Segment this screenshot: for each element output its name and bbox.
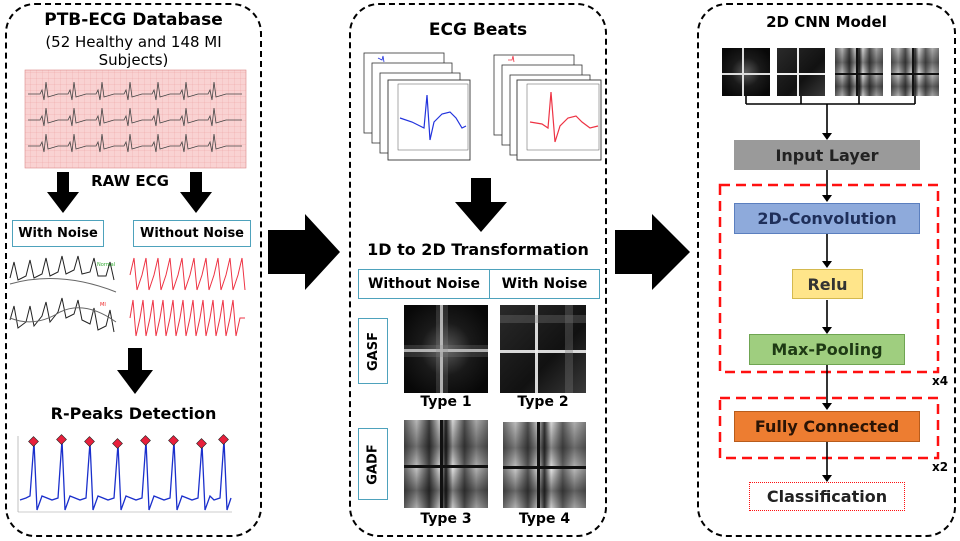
fc-block: Fully Connected: [734, 411, 920, 442]
row-gasf-label: GASF: [358, 318, 388, 384]
gadf-image-type3: [404, 420, 488, 508]
input-layer-block: Input Layer: [734, 140, 920, 170]
fc-block-group: [718, 396, 940, 460]
conv-block: 2D-Convolution: [734, 203, 920, 234]
type1-label: Type 1: [420, 394, 472, 410]
row-gadf-label: GADF: [358, 428, 388, 500]
arrow-down-icon: [455, 178, 507, 232]
gasf-image-type2: [500, 305, 586, 393]
arrow-right-icon: [268, 214, 340, 290]
noisy-ecg-signals: [9, 255, 117, 333]
rpeaks-plot: [17, 434, 232, 513]
database-subtitle-line1: (52 Healthy and 148 MI: [45, 33, 222, 51]
conv-repeat-label: x4: [931, 374, 949, 388]
database-title: PTB-ECG Database: [44, 10, 223, 30]
beats-title: ECG Beats: [428, 20, 528, 40]
raw-ecg-strip: [24, 69, 247, 169]
cnn-input-images: [722, 48, 939, 96]
blue-beat-stack: [363, 52, 471, 161]
flow-arrowheads: [822, 195, 832, 482]
cnn-title: 2D CNN Model: [766, 13, 887, 31]
red-beat-stack: [493, 54, 602, 161]
gasf-image-type1: [404, 305, 488, 393]
arrow-down-icon: [117, 348, 153, 394]
type4-label: Type 4: [518, 511, 571, 527]
arrow-down-icon: [47, 172, 79, 213]
arrow-right-icon: [615, 214, 690, 290]
conv-block-group: [718, 183, 940, 374]
rpeaks-label: R-Peaks Detection: [50, 404, 217, 423]
arrow-down-icon: [180, 172, 212, 213]
clean-ecg-signals: [129, 257, 246, 337]
classification-block: Classification: [749, 482, 905, 511]
arrow-head-icon: [822, 133, 832, 140]
type3-label: Type 3: [420, 511, 472, 527]
gadf-image-type4: [503, 422, 586, 508]
type2-label: Type 2: [517, 394, 569, 410]
fc-repeat-label: x2: [931, 460, 949, 474]
raw-ecg-label: RAW ECG: [91, 172, 169, 190]
normal-tag: Normal: [97, 262, 115, 268]
relu-block: Relu: [792, 269, 863, 299]
with-noise-label: With Noise: [12, 220, 104, 247]
input-connector: [745, 96, 916, 134]
database-subtitle-line2: Subjects): [98, 51, 169, 69]
maxpool-block: Max-Pooling: [749, 334, 905, 365]
col-without-noise: Without Noise: [358, 269, 490, 299]
transform-title: 1D to 2D Transformation: [367, 240, 589, 259]
col-with-noise: With Noise: [489, 269, 600, 299]
mi-tag: MI: [100, 302, 106, 308]
without-noise-label: Without Noise: [133, 220, 251, 247]
